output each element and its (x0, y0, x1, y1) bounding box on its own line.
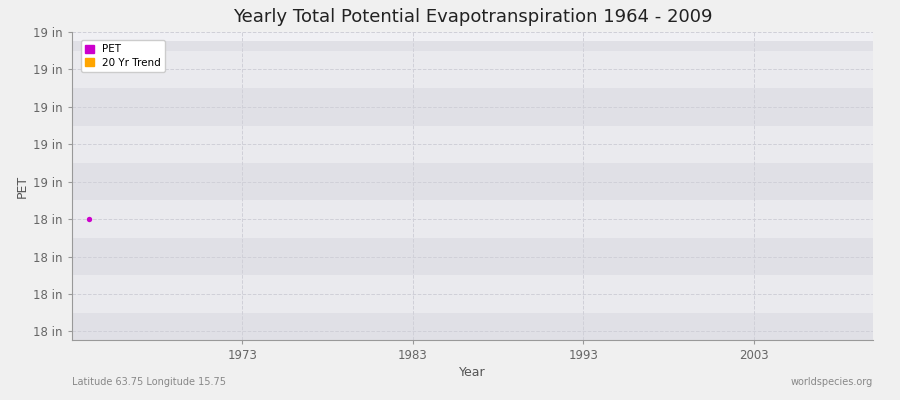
Bar (72, 200, 873, 238)
Point (82, 216, 96, 222)
Bar (72, 238, 873, 275)
Bar (72, 126, 873, 163)
Bar (72, 51, 873, 88)
Title: Yearly Total Potential Evapotranspiration 1964 - 2009: Yearly Total Potential Evapotranspiratio… (233, 8, 712, 26)
Bar (72, 40, 873, 51)
Legend: PET, 20 Yr Trend: PET, 20 Yr Trend (81, 40, 165, 72)
X-axis label: Year: Year (459, 366, 486, 379)
Y-axis label: PET: PET (16, 174, 29, 198)
Text: Latitude 63.75 Longitude 15.75: Latitude 63.75 Longitude 15.75 (72, 377, 226, 387)
Bar (72, 313, 873, 340)
Bar (72, 275, 873, 313)
Text: worldspecies.org: worldspecies.org (791, 377, 873, 387)
Bar (72, 88, 873, 126)
Bar (72, 163, 873, 200)
